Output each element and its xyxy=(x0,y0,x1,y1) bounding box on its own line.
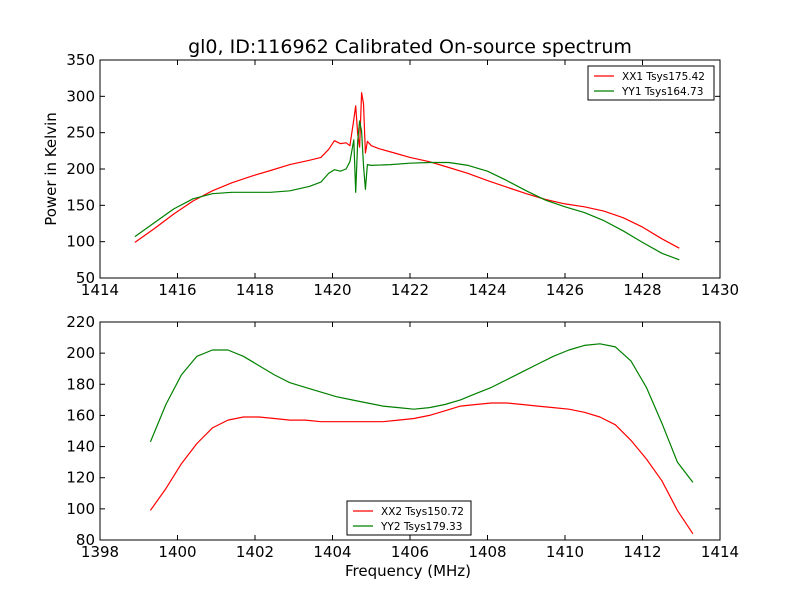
legend-label: YY1 Tsys164.73 xyxy=(621,86,703,98)
y-axis-label: Power in Kelvin xyxy=(42,112,60,226)
legend-box xyxy=(587,65,715,101)
y-tick-label: 180 xyxy=(66,375,95,393)
series-line xyxy=(149,343,694,483)
x-axis-label: Frequency (MHz) xyxy=(345,562,471,580)
x-tick-label: 1418 xyxy=(236,281,274,299)
y-tick-label: 220 xyxy=(66,313,95,331)
series-line xyxy=(134,120,680,261)
x-tick-label: 1412 xyxy=(623,543,661,561)
top-spectrum-plot: 1414 1416 1418 1420 1422 1424 1426 1428 1430 50 10… xyxy=(42,51,739,299)
legend-box xyxy=(346,500,472,536)
y-tick-label: 200 xyxy=(66,344,95,362)
x-tick-label: 1424 xyxy=(468,281,506,299)
x-tick-label: 1408 xyxy=(468,543,506,561)
x-tick-label: 1414 xyxy=(701,543,739,561)
x-tick-label: 1406 xyxy=(391,543,429,561)
y-tick-label: 200 xyxy=(66,160,95,178)
y-tick-label: 140 xyxy=(66,438,95,456)
y-tick-label: 100 xyxy=(66,500,95,518)
y-tick-label: 80 xyxy=(76,531,95,549)
series-line xyxy=(134,92,680,249)
series-line xyxy=(149,402,694,535)
legend-label: XX1 Tsys175.42 xyxy=(622,71,705,83)
y-tick-label: 100 xyxy=(66,233,95,251)
x-tick-label: 1410 xyxy=(546,543,584,561)
x-tick-label: 1430 xyxy=(701,281,739,299)
legend-label: XX2 Tsys150.72 xyxy=(381,506,464,518)
x-tick-label: 1402 xyxy=(236,543,274,561)
y-tick-label: 50 xyxy=(76,269,95,287)
x-tick-label: 1398 xyxy=(81,543,119,561)
x-tick-label: 1426 xyxy=(546,281,584,299)
figure-title: gl0, ID:116962 Calibrated On-source spec… xyxy=(188,36,632,58)
y-tick-label: 250 xyxy=(66,124,95,142)
x-tick-label: 1428 xyxy=(623,281,661,299)
legend-label: YY2 Tsys179.33 xyxy=(380,521,462,533)
x-tick-label: 1422 xyxy=(391,281,429,299)
x-tick-label: 1416 xyxy=(158,281,196,299)
x-tick-label: 1400 xyxy=(158,543,196,561)
y-tick-label: 300 xyxy=(66,87,95,105)
y-tick-label: 350 xyxy=(66,51,95,69)
x-tick-label: 1414 xyxy=(81,281,119,299)
x-tick-label: 1404 xyxy=(313,543,351,561)
legend: XX1 Tsys175.42 YY1 Tsys164.73 xyxy=(587,65,715,101)
y-tick-label: 150 xyxy=(66,196,95,214)
x-tick-label: 1420 xyxy=(313,281,351,299)
bottom-spectrum-plot: 1398 1400 1402 1404 1406 1408 1410 1412 1414 80 10… xyxy=(66,313,739,580)
y-tick-label: 120 xyxy=(66,469,95,487)
legend: XX2 Tsys150.72 YY2 Tsys179.33 xyxy=(346,500,472,536)
y-tick-label: 160 xyxy=(66,406,95,424)
